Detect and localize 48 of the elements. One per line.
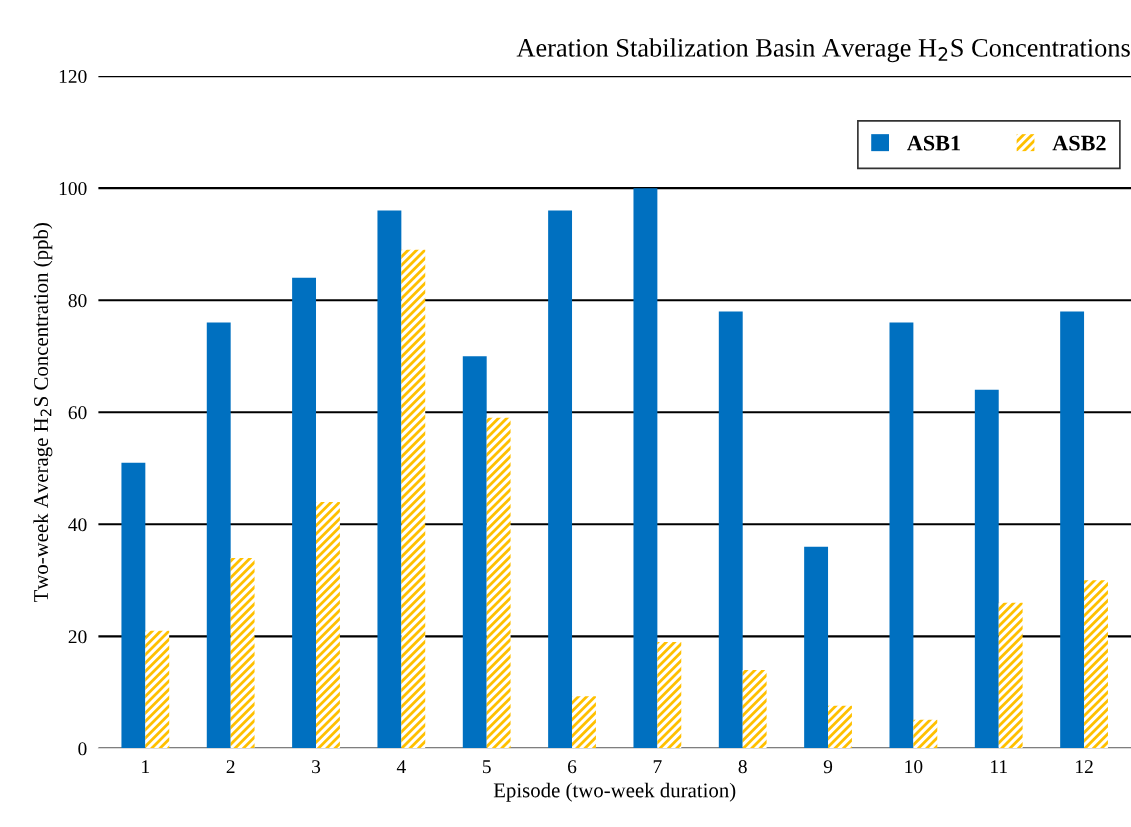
x-axis-title: Episode (two-week duration)	[493, 782, 736, 802]
legend-label: ASB1	[906, 135, 960, 151]
bar	[316, 501, 340, 749]
bar	[377, 210, 402, 749]
bar	[718, 311, 743, 749]
bar	[889, 322, 914, 749]
x-tick-label: 6	[568, 760, 577, 774]
bar	[742, 669, 767, 749]
x-tick-label: 12	[1076, 760, 1093, 774]
bar	[572, 696, 596, 749]
y-tick-label: 60	[68, 406, 87, 420]
bar	[1060, 311, 1085, 749]
x-tick-label: 4	[396, 760, 406, 774]
x-tick-label: 5	[482, 760, 491, 774]
x-tick-label: 1	[142, 760, 150, 774]
bar	[462, 356, 487, 749]
x-tick-label: 3	[312, 760, 321, 774]
bar	[633, 188, 658, 749]
bar	[998, 602, 1023, 749]
bar	[145, 630, 170, 749]
x-tick-label: 2	[226, 760, 235, 774]
y-tick-label: 20	[68, 630, 87, 644]
bar	[401, 249, 426, 749]
x-tick-label: 8	[738, 760, 747, 774]
bar	[121, 462, 146, 749]
x-tick-label: 10	[905, 760, 923, 774]
y-tick-label: 0	[78, 742, 87, 756]
chart-title: Aeration Stabilization Basin Average H$_{2}$S Concentrations	[516, 38, 1130, 63]
y-axis-title: Two-week Average H$_{2}$S Concentration (ppb)	[33, 223, 53, 603]
legend-label: ASB2	[1052, 135, 1106, 151]
bar	[828, 705, 852, 749]
bar	[486, 417, 511, 749]
bar	[1084, 580, 1108, 749]
y-tick-label: 120	[59, 69, 87, 84]
y-tick-label: 100	[59, 181, 87, 196]
x-tick-label: 7	[653, 760, 662, 774]
y-tick-label: 80	[68, 294, 87, 308]
x-tick-label: 9	[823, 760, 833, 774]
bar	[657, 641, 682, 749]
y-tick-label: 40	[68, 518, 87, 532]
bar	[974, 389, 999, 749]
bar	[548, 210, 573, 749]
bar	[230, 557, 255, 749]
bar	[206, 322, 231, 749]
bar	[804, 546, 829, 749]
bar	[913, 719, 938, 749]
x-tick-label: 11	[991, 760, 1007, 774]
bar	[292, 277, 317, 749]
